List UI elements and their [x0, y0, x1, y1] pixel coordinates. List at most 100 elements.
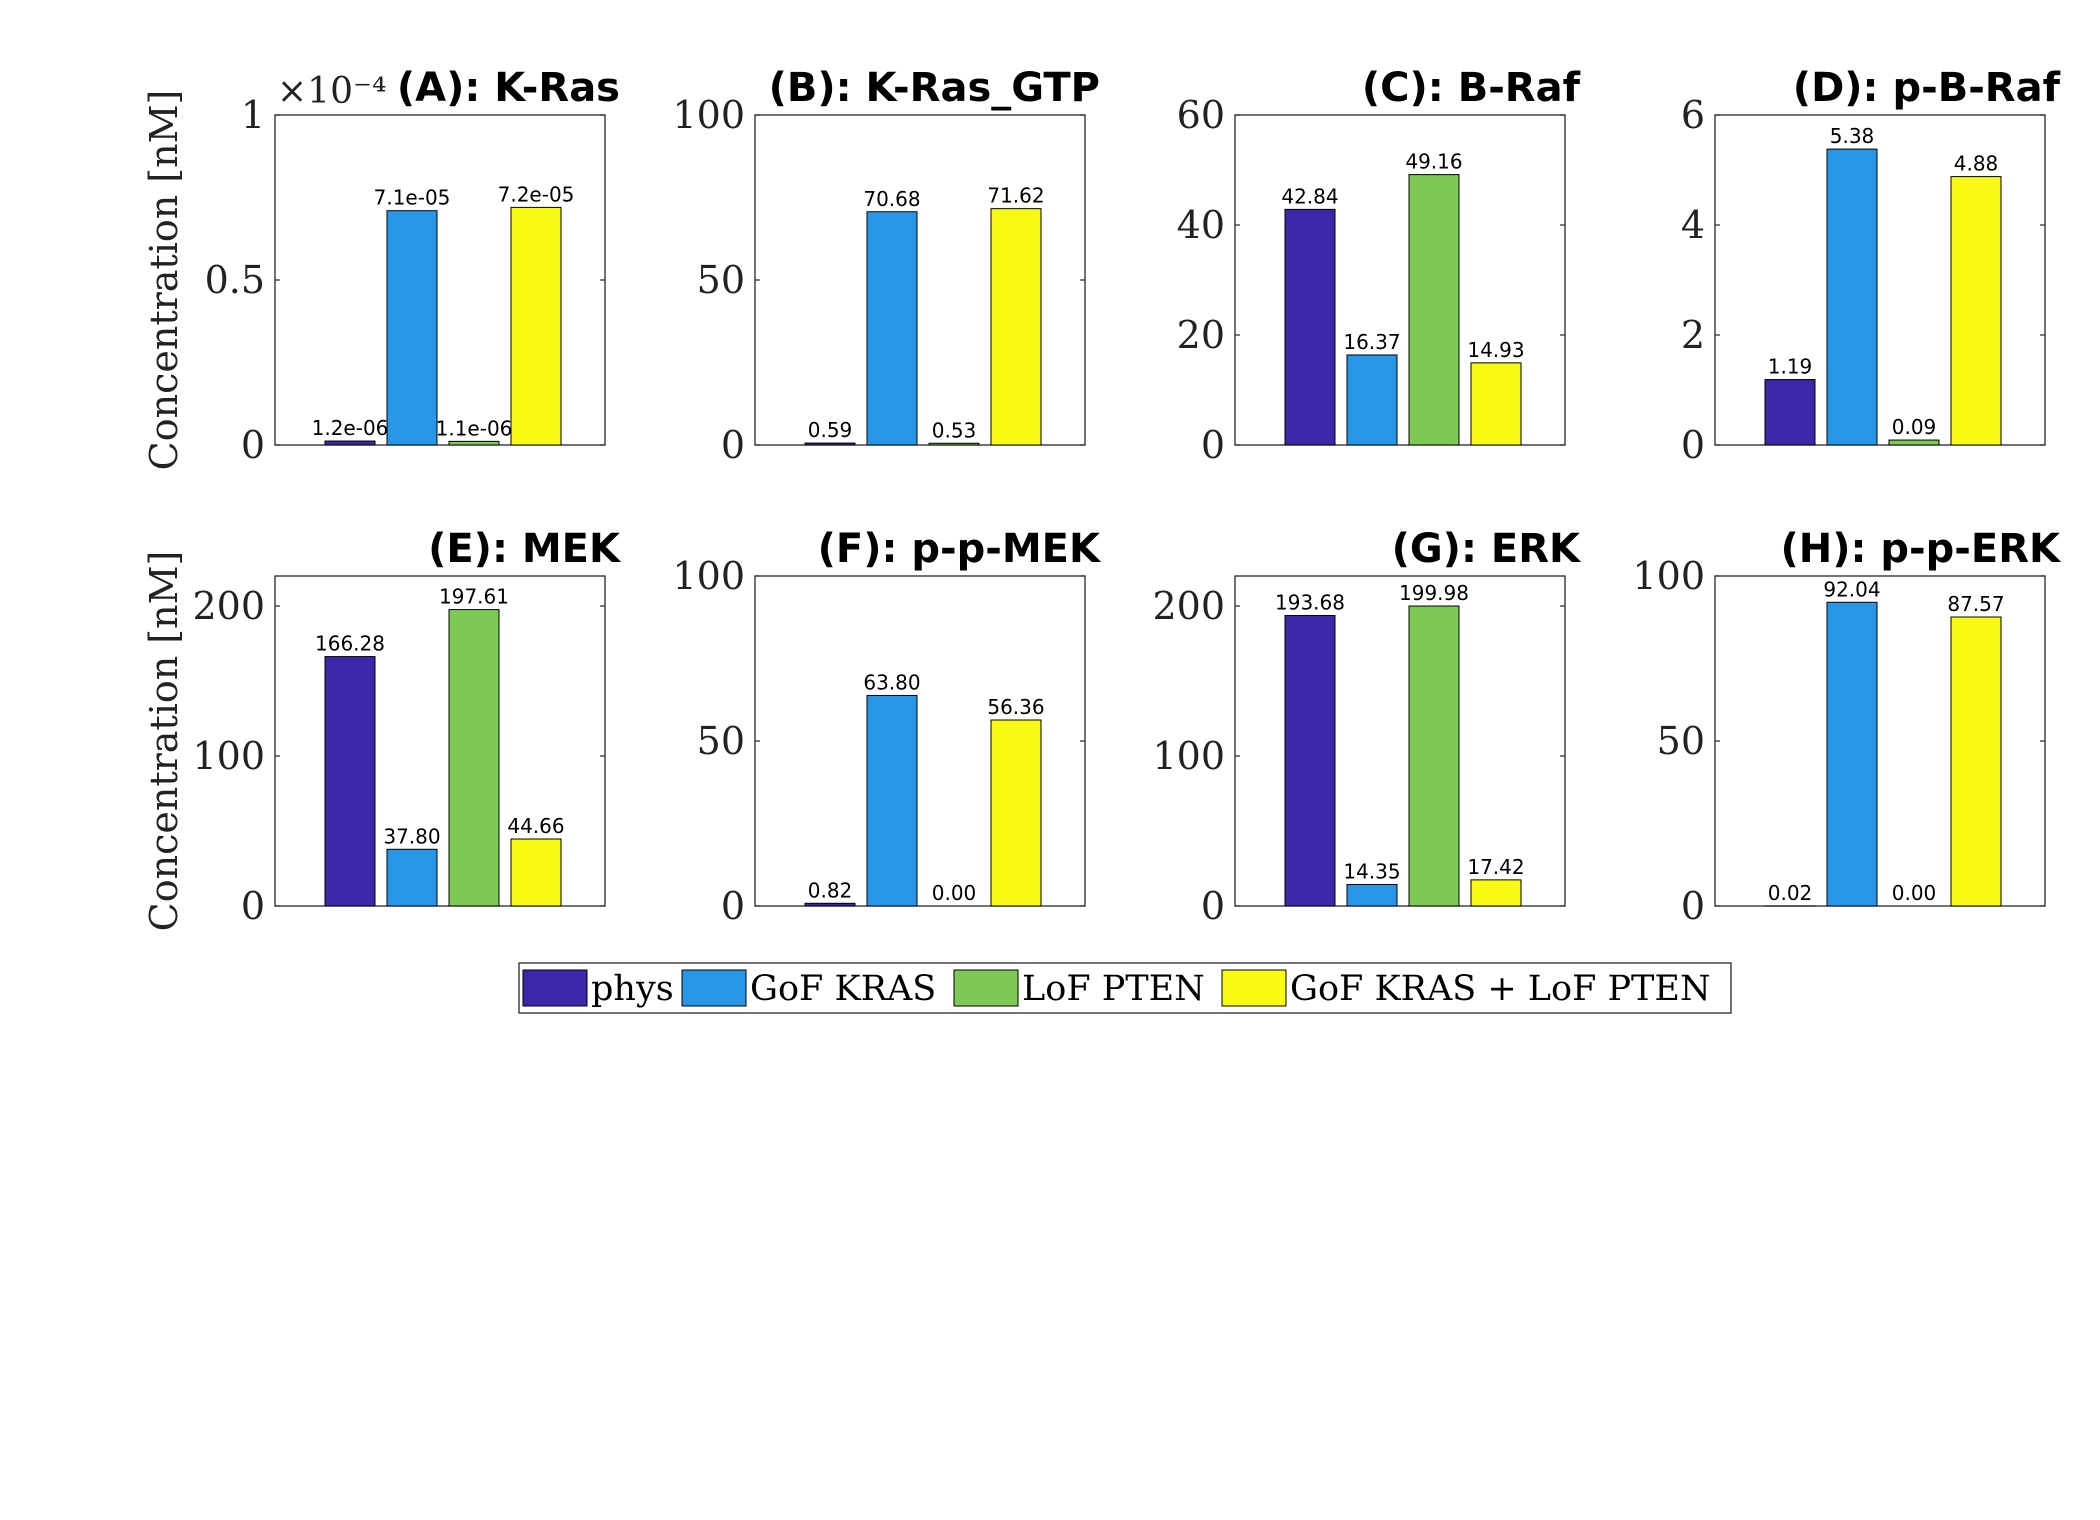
data-label: 5.38 — [1830, 124, 1875, 148]
panel-2: 0 20 40 60 (C): B-Raf 42.84 16.37 49.16 14.93 — [1177, 65, 1581, 467]
legend-swatch — [953, 969, 1019, 1007]
panel-title: (G): ERK — [1392, 526, 1582, 572]
ytick-label: 6 — [1681, 93, 1705, 137]
bar-series-2 — [928, 442, 980, 446]
ytick-label: 100 — [192, 734, 265, 778]
data-label: 71.62 — [987, 184, 1044, 208]
bar-series-2 — [1408, 605, 1460, 907]
bar-series-0 — [1284, 208, 1336, 446]
panel-6: 0 100 200 (G): ERK 193.68 14.35 199.98 17.42 — [1152, 526, 1582, 928]
panel-title: (H): p-p-ERK — [1780, 526, 2062, 572]
bar-series-1 — [386, 210, 438, 446]
data-label: 16.37 — [1343, 330, 1400, 354]
ytick-label: 0 — [1681, 884, 1705, 928]
data-label: 4.88 — [1954, 152, 1999, 176]
data-label: 1.19 — [1768, 355, 1813, 379]
y-axis-label: Concentration [nM] — [142, 551, 186, 932]
ytick-label: 20 — [1177, 313, 1225, 357]
data-label: 1.2e-06 — [312, 416, 389, 440]
bar-series-3 — [1950, 176, 2002, 446]
bar-series-3 — [510, 838, 562, 907]
bar-series-0 — [324, 440, 376, 446]
data-label: 0.59 — [808, 418, 853, 442]
bar-series-1 — [1826, 601, 1878, 907]
data-label: 70.68 — [863, 187, 920, 211]
data-label: 0.82 — [808, 878, 853, 902]
legend-swatch — [681, 969, 747, 1007]
bar-series-1 — [1346, 883, 1398, 907]
legend-label: LoF PTEN — [1022, 969, 1205, 1009]
bar-series-2 — [448, 609, 500, 907]
bar-series-3 — [1470, 879, 1522, 907]
legend-label: phys — [591, 969, 674, 1009]
ytick-label: 2 — [1681, 313, 1705, 357]
data-label: 166.28 — [315, 632, 385, 656]
data-label: 199.98 — [1399, 581, 1469, 605]
ytick-label: 0.5 — [205, 258, 265, 302]
ytick-label: 100 — [672, 93, 745, 137]
ytick-label: 0 — [721, 423, 745, 467]
ytick-label: 100 — [1152, 734, 1225, 778]
panel-title: (D): p-B-Raf — [1793, 65, 2061, 111]
ytick-label: 200 — [1152, 584, 1225, 628]
data-label: 197.61 — [439, 585, 509, 609]
legend-swatch — [522, 969, 588, 1007]
legend-label: GoF KRAS — [750, 969, 936, 1009]
ytick-label: 0 — [1681, 423, 1705, 467]
bar-series-3 — [990, 208, 1042, 446]
data-label: 63.80 — [863, 670, 920, 694]
bar-series-3 — [1950, 616, 2002, 907]
data-label: 49.16 — [1405, 150, 1462, 174]
data-label: 0.00 — [1892, 881, 1937, 905]
data-label: 92.04 — [1823, 577, 1880, 601]
ytick-label: 40 — [1177, 203, 1225, 247]
bar-series-0 — [804, 442, 856, 446]
data-label: 0.00 — [932, 881, 977, 905]
bar-series-0 — [804, 902, 856, 907]
bar-series-1 — [1826, 148, 1878, 446]
panel-7: 0 50 100 (H): p-p-ERK 0.02 92.04 0.00 87.57 — [1632, 526, 2062, 928]
bar-series-1 — [866, 694, 918, 907]
data-label: 0.53 — [932, 418, 977, 442]
panel-title: (E): MEK — [428, 526, 622, 572]
ytick-label: 1 — [241, 93, 265, 137]
y-axis-label: Concentration [nM] — [142, 90, 186, 471]
ytick-label: 50 — [697, 258, 745, 302]
bar-series-0 — [1764, 379, 1816, 446]
panel-title: (F): p-p-MEK — [818, 526, 1102, 572]
ytick-label: 0 — [721, 884, 745, 928]
panel-title: (B): K-Ras_GTP — [769, 65, 1100, 111]
panel-0: 0 0.5 1 ×10⁻⁴ (A): K-Ras Concentration [nM] 1.… — [142, 65, 620, 470]
panel-3: 0 2 4 6 (D): p-B-Raf 1.19 5.38 0.09 4.88 — [1681, 65, 2061, 467]
panel-4: 0 100 200 (E): MEK Concentration [nM] 166.28 3… — [142, 526, 622, 931]
data-label: 7.1e-05 — [374, 186, 451, 210]
data-label: 0.09 — [1892, 415, 1937, 439]
ytick-label: 200 — [192, 584, 265, 628]
ytick-label: 0 — [241, 423, 265, 467]
bar-series-2 — [1408, 174, 1460, 446]
ytick-label: 100 — [672, 554, 745, 598]
ytick-label: 4 — [1681, 203, 1705, 247]
bar-series-3 — [510, 206, 562, 446]
ytick-label: 60 — [1177, 93, 1225, 137]
bar-series-3 — [990, 719, 1042, 907]
ytick-label: 50 — [1657, 719, 1705, 763]
bar-series-2 — [1888, 439, 1940, 446]
panel-5: 0 50 100 (F): p-p-MEK 0.82 63.80 0.00 56.36 — [672, 526, 1102, 928]
legend-swatch — [1221, 969, 1287, 1007]
data-label: 44.66 — [507, 814, 564, 838]
data-label: 7.2e-05 — [498, 182, 575, 206]
bar-series-1 — [1346, 354, 1398, 446]
legend-label: GoF KRAS + LoF PTEN — [1290, 969, 1711, 1009]
ytick-label: 50 — [697, 719, 745, 763]
panel-title: (C): B-Raf — [1362, 65, 1581, 111]
bar-series-3 — [1470, 362, 1522, 446]
data-label: 193.68 — [1275, 590, 1345, 614]
bar-series-0 — [324, 656, 376, 907]
axis-multiplier: ×10⁻⁴ — [277, 71, 386, 112]
panel-1: 0 50 100 (B): K-Ras_GTP 0.59 70.68 0.53 71.62 — [672, 65, 1100, 467]
ytick-label: 100 — [1632, 554, 1705, 598]
data-label: 37.80 — [383, 824, 440, 848]
data-label: 14.35 — [1343, 859, 1400, 883]
